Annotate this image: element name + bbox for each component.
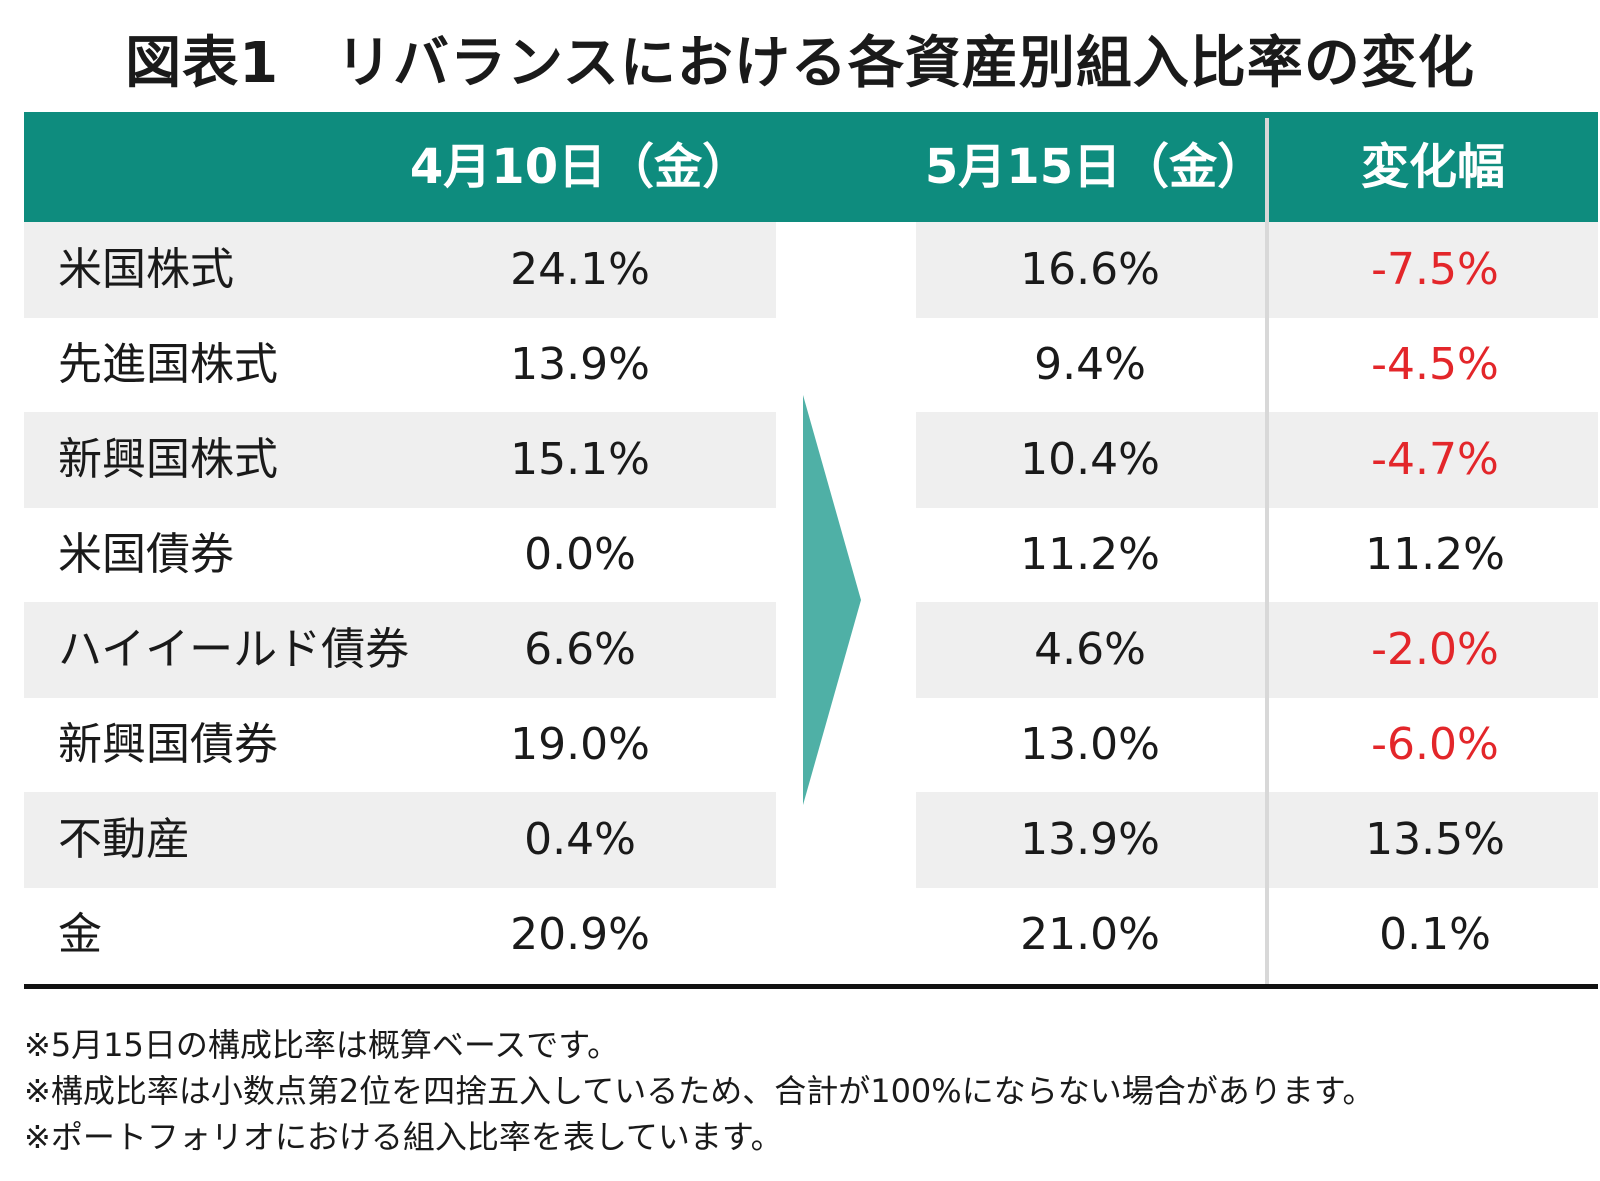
- value-change: 11.2%: [1365, 529, 1505, 580]
- column-header-apr: 4月10日（金）: [409, 139, 751, 195]
- row-bg-7-left: [24, 792, 776, 888]
- value-change: -4.7%: [1371, 434, 1499, 485]
- row-label: 米国債券: [58, 529, 234, 580]
- row-label: 米国株式: [58, 244, 234, 295]
- value-may: 16.6%: [1020, 244, 1160, 295]
- row-bg-3-right: [916, 412, 1598, 508]
- value-change: -7.5%: [1371, 244, 1499, 295]
- value-apr: 13.9%: [510, 339, 650, 390]
- value-apr: 0.0%: [524, 529, 636, 580]
- row-label: 金: [58, 909, 102, 960]
- value-change: -4.5%: [1371, 339, 1499, 390]
- footnotes: ※5月15日の構成比率は概算ベースです。 ※構成比率は小数点第2位を四捨五入して…: [24, 1022, 1584, 1160]
- value-change: -6.0%: [1371, 719, 1499, 770]
- value-may: 13.9%: [1020, 814, 1160, 865]
- column-header-may: 5月15日（金）: [924, 139, 1266, 195]
- footnote: ※ポートフォリオにおける組入比率を表しています。: [24, 1118, 783, 1156]
- row-label: ハイイールド債券: [58, 624, 410, 675]
- row-bg-7-right: [916, 792, 1598, 888]
- value-may: 13.0%: [1020, 719, 1160, 770]
- change-column-divider: [1265, 222, 1269, 984]
- row-bg-1-right: [916, 222, 1598, 318]
- arrow-right-icon: [803, 395, 861, 805]
- value-may: 4.6%: [1034, 624, 1146, 675]
- footnote: ※5月15日の構成比率は概算ベースです。: [24, 1026, 620, 1064]
- value-change: 13.5%: [1365, 814, 1505, 865]
- column-header-change: 変化幅: [1360, 139, 1505, 195]
- value-may: 9.4%: [1034, 339, 1146, 390]
- header-divider: [1265, 118, 1269, 222]
- table-header-bar: [24, 112, 1598, 222]
- value-apr: 0.4%: [524, 814, 636, 865]
- value-apr: 15.1%: [510, 434, 650, 485]
- value-change: -2.0%: [1371, 624, 1499, 675]
- footnote: ※構成比率は小数点第2位を四捨五入しているため、合計が100%にならない場合があ…: [24, 1072, 1375, 1110]
- value-apr: 20.9%: [510, 909, 650, 960]
- value-may: 21.0%: [1020, 909, 1160, 960]
- value-may: 11.2%: [1020, 529, 1160, 580]
- row-label: 新興国株式: [58, 434, 278, 485]
- row-bg-5-left: [24, 602, 776, 698]
- value-may: 10.4%: [1020, 434, 1160, 485]
- row-bg-3-left: [24, 412, 776, 508]
- row-label: 先進国株式: [58, 339, 278, 390]
- row-label: 不動産: [58, 814, 190, 865]
- table-bottom-rule: [24, 984, 1598, 989]
- value-apr: 6.6%: [524, 624, 636, 675]
- row-bg-5-right: [916, 602, 1598, 698]
- row-bg-1-left: [24, 222, 776, 318]
- value-change: 0.1%: [1379, 909, 1491, 960]
- value-apr: 19.0%: [510, 719, 650, 770]
- value-apr: 24.1%: [510, 244, 650, 295]
- row-label: 新興国債券: [58, 719, 278, 770]
- page-title: 図表1 リバランスにおける各資産別組入比率の変化: [125, 31, 1475, 96]
